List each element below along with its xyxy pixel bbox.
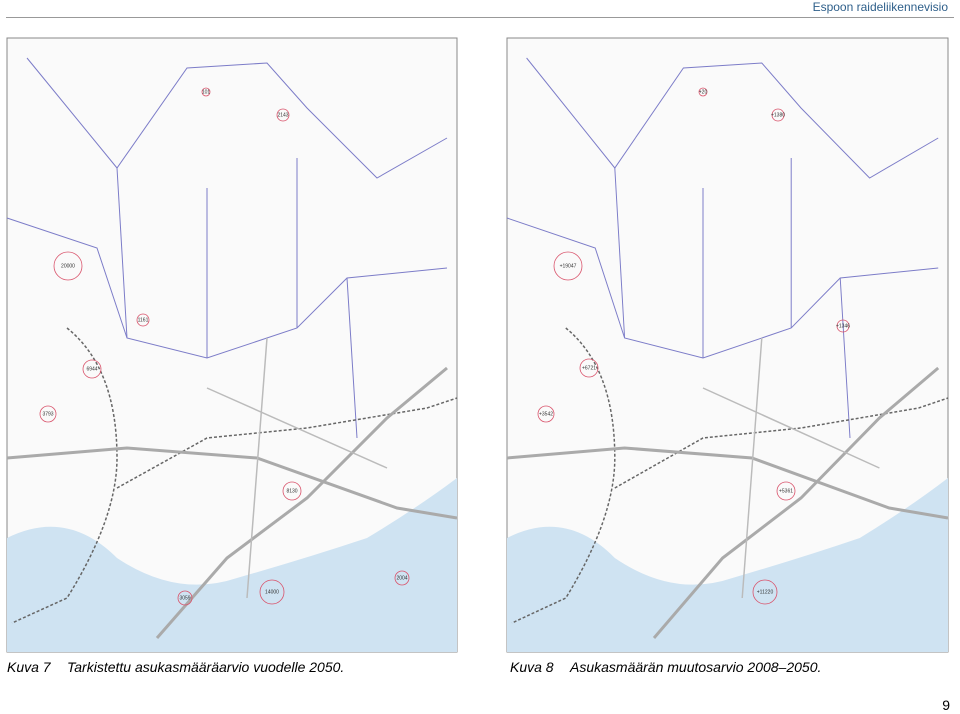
map-label: +19047 [560,263,577,269]
maps: 20000 6944 3793 1161 2143 101 8130 14000 3059 200… [5,36,950,654]
map-label: 1161 [138,317,149,323]
label-circle [553,251,583,281]
caption-text: Asukasmäärän muutosarvio 2008–2050. [570,659,822,675]
map-label: 3059 [179,595,190,601]
label-circle [752,579,778,605]
map-label: +3542 [539,411,553,417]
label-circle [82,359,102,379]
map-label: +20 [699,89,708,95]
caption-8: Kuva 8 Asukasmäärän muutosarvio 2008–2050… [510,659,821,675]
label-circle [776,481,796,501]
map-label: +5361 [779,488,793,494]
label-circle [579,358,599,378]
map-label: 6944 [86,366,97,372]
map-label: 101 [202,89,211,95]
map-label: +1380 [771,112,785,118]
label-circle [136,313,150,327]
map-label: 3793 [42,411,53,417]
label-circle [276,108,290,122]
caption-text: Tarkistettu asukasmääräarvio vuodelle 20… [67,659,345,675]
map-label: 8130 [286,488,297,494]
map-7 [5,36,459,654]
label-circle [836,319,850,333]
label-circle [53,251,83,281]
label-circle [394,570,410,586]
figure-number: Kuva 7 [7,659,51,675]
map-label: 2143 [277,112,288,118]
label-circle [177,590,193,606]
label-circle [201,87,211,97]
label-circle [39,405,57,423]
header-rule [6,17,954,18]
label-circle [537,405,555,423]
map-label: +6721 [582,365,596,371]
label-circle [771,108,785,122]
page-number: 9 [942,697,950,713]
map-label: 2004 [396,575,407,581]
figure-number: Kuva 8 [510,659,554,675]
label-circle [698,87,708,97]
caption-7: Kuva 7 Tarkistettu asukasmääräarvio vuode… [7,659,344,675]
header-title: Espoon raideliikennevisio [812,0,948,14]
label-circle [259,579,285,605]
map-label: 20000 [61,263,75,269]
label-circle [282,481,302,501]
map-label: 14000 [265,589,279,595]
map-label: +1346 [836,323,850,329]
map-8 [505,36,950,654]
map-label: +11220 [757,589,774,595]
